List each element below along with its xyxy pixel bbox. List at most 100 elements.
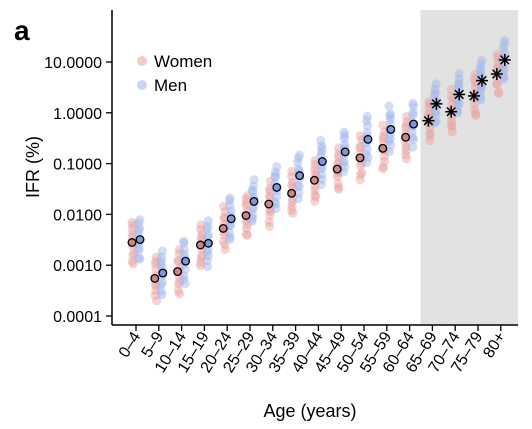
simulation-point [408, 110, 418, 120]
simulation-point [128, 250, 138, 261]
simulation-point [272, 191, 282, 202]
simulation-point [179, 249, 189, 260]
estimate-marker-star [476, 74, 488, 87]
simulation-point [264, 217, 274, 227]
simulation-point [270, 167, 281, 177]
estimate-marker-women [195, 240, 205, 250]
simulation-point [470, 108, 481, 119]
simulation-point [333, 151, 343, 162]
simulation-point [498, 43, 508, 53]
simulation-point [128, 259, 138, 269]
simulation-point [287, 166, 297, 177]
simulation-point [288, 208, 298, 218]
simulation-point [248, 181, 259, 191]
simulation-point [157, 277, 167, 288]
legend-swatch-men [137, 80, 147, 90]
simulation-point [287, 171, 297, 182]
simulation-point [431, 79, 441, 89]
simulation-point [316, 147, 326, 158]
legend: Women Men [137, 52, 212, 95]
simulation-point [355, 141, 365, 152]
simulation-point [454, 79, 464, 89]
simulation-point [293, 157, 303, 167]
simulation-point [293, 153, 303, 163]
simulation-point [265, 210, 275, 220]
y-axis-title: IFR (%) [23, 136, 43, 198]
simulation-point [310, 160, 320, 170]
simulation-point [446, 116, 457, 127]
simulation-point [386, 140, 396, 150]
legend-label-men: Men [154, 76, 187, 95]
simulation-point [476, 59, 486, 70]
simulation-point [384, 101, 394, 111]
simulation-point [220, 206, 230, 217]
simulation-point [264, 183, 275, 194]
simulation-point [355, 161, 366, 171]
simulation-point [225, 200, 235, 211]
simulation-point [270, 171, 280, 181]
simulation-point [430, 84, 440, 94]
simulation-point [385, 114, 395, 125]
simulation-point [477, 55, 487, 66]
simulation-point [264, 221, 275, 231]
estimate-marker-men [340, 147, 350, 157]
estimate-marker-men [386, 125, 396, 134]
simulation-point [378, 164, 388, 174]
simulation-point [218, 236, 228, 247]
simulation-point [150, 259, 161, 269]
simulation-point [150, 290, 160, 301]
simulation-point [362, 144, 372, 154]
simulation-point [453, 101, 464, 111]
simulation-point [174, 249, 184, 259]
simulation-point [151, 252, 162, 262]
y-tick-label: 0.0001 [53, 309, 102, 326]
simulation-point [127, 217, 137, 228]
simulation-point [385, 134, 395, 144]
simulation-point [494, 88, 504, 98]
simulation-point [247, 185, 258, 195]
simulation-point [179, 236, 189, 246]
simulation-point [248, 187, 258, 197]
simulation-point [225, 193, 235, 203]
estimate-marker-star [490, 68, 503, 81]
simulation-point [134, 253, 144, 263]
simulation-point [500, 35, 510, 46]
simulation-point [127, 229, 138, 239]
y-tick-label: 1.0000 [53, 106, 102, 123]
simulation-point [247, 216, 257, 226]
simulation-point [202, 256, 212, 266]
x-axis-title: Age (years) [263, 401, 356, 421]
simulation-point [378, 131, 388, 141]
estimate-marker-men [295, 171, 305, 181]
simulation-point [430, 107, 441, 117]
simulation-point [333, 157, 343, 168]
simulation-point [402, 117, 412, 127]
simulation-point [203, 221, 213, 231]
simulation-point [293, 180, 303, 191]
simulation-point [408, 135, 419, 145]
simulation-point [454, 74, 464, 84]
y-axis-ticks: 0.0001 0.0010 0.0100 0.1000 1.0000 10.0000 [44, 55, 112, 326]
simulation-point [385, 111, 395, 121]
simulation-point [242, 230, 252, 240]
simulation-point [287, 201, 297, 211]
simulation-point [157, 246, 167, 256]
simulation-point [453, 80, 464, 90]
estimate-marker-women [218, 223, 228, 233]
simulation-point [332, 171, 342, 182]
simulation-point [202, 247, 212, 257]
simulation-point [475, 67, 486, 77]
simulation-point [425, 128, 435, 138]
estimate-marker-men [135, 235, 145, 244]
simulation-point [203, 251, 213, 261]
x-tick-label: 80+ [480, 329, 509, 361]
estimate-marker-women [378, 143, 388, 153]
simulation-point [196, 257, 206, 268]
simulation-point [287, 205, 297, 215]
legend-swatch-women [137, 56, 147, 66]
simulation-point [265, 206, 275, 216]
simulation-point [174, 244, 184, 255]
simulation-point [355, 143, 365, 153]
simulation-point [339, 134, 349, 144]
